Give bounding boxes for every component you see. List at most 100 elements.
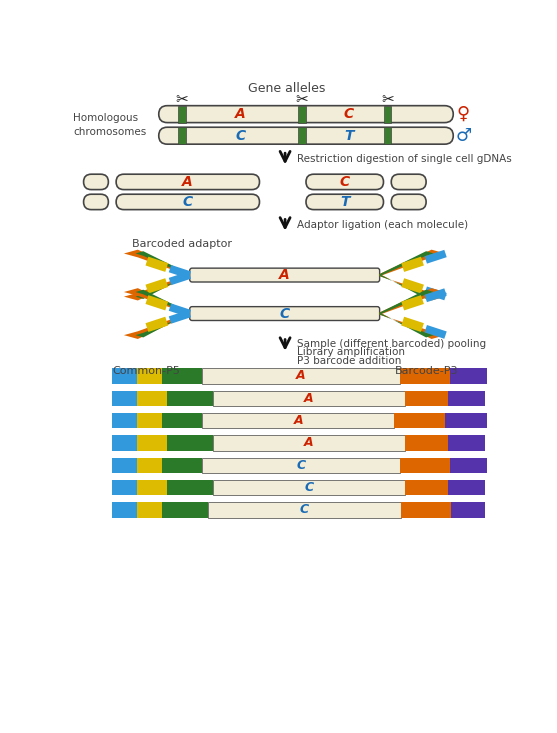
Text: A: A bbox=[294, 414, 303, 427]
FancyBboxPatch shape bbox=[84, 194, 109, 210]
Text: Homologous
chromosomes: Homologous chromosomes bbox=[74, 114, 146, 136]
Polygon shape bbox=[135, 274, 190, 299]
Text: A: A bbox=[279, 268, 290, 282]
Polygon shape bbox=[135, 313, 190, 337]
Bar bbox=[208, 502, 400, 517]
Polygon shape bbox=[145, 317, 168, 332]
Polygon shape bbox=[169, 303, 191, 317]
Text: ✂: ✂ bbox=[175, 92, 188, 107]
FancyBboxPatch shape bbox=[190, 306, 380, 320]
Bar bbox=[113, 413, 137, 428]
Bar bbox=[113, 368, 137, 383]
Bar bbox=[137, 368, 162, 383]
Text: ♀: ♀ bbox=[457, 105, 470, 123]
Bar bbox=[384, 128, 391, 144]
FancyBboxPatch shape bbox=[84, 174, 109, 190]
Text: ♂: ♂ bbox=[455, 127, 471, 144]
Bar bbox=[113, 480, 137, 496]
Polygon shape bbox=[380, 274, 434, 299]
Bar bbox=[202, 457, 400, 473]
Text: T: T bbox=[340, 195, 349, 209]
Polygon shape bbox=[145, 279, 168, 293]
Polygon shape bbox=[401, 295, 424, 310]
FancyBboxPatch shape bbox=[306, 174, 384, 190]
Bar bbox=[113, 391, 137, 406]
Bar bbox=[162, 502, 208, 517]
Polygon shape bbox=[169, 310, 191, 324]
Polygon shape bbox=[380, 313, 434, 337]
Bar bbox=[213, 391, 405, 406]
Text: C: C bbox=[340, 175, 350, 189]
Bar bbox=[178, 128, 186, 144]
Text: Common-P5: Common-P5 bbox=[113, 366, 180, 376]
Bar bbox=[178, 106, 186, 122]
Text: C: C bbox=[182, 195, 193, 209]
Text: Gene alleles: Gene alleles bbox=[248, 82, 325, 95]
Polygon shape bbox=[145, 295, 168, 310]
Polygon shape bbox=[380, 274, 446, 301]
Polygon shape bbox=[124, 250, 190, 276]
FancyBboxPatch shape bbox=[306, 194, 384, 210]
Polygon shape bbox=[401, 317, 424, 332]
Text: P3 barcode addition: P3 barcode addition bbox=[297, 356, 401, 366]
Bar bbox=[444, 413, 487, 428]
Polygon shape bbox=[424, 325, 447, 339]
Text: Barcode-P3: Barcode-P3 bbox=[395, 366, 458, 376]
FancyBboxPatch shape bbox=[391, 194, 426, 210]
Text: C: C bbox=[305, 481, 314, 494]
FancyBboxPatch shape bbox=[159, 106, 453, 122]
Polygon shape bbox=[401, 257, 424, 272]
Polygon shape bbox=[124, 288, 190, 314]
Bar bbox=[137, 480, 167, 496]
Polygon shape bbox=[169, 265, 191, 279]
Bar bbox=[298, 128, 306, 144]
Text: C: C bbox=[300, 504, 309, 517]
Bar bbox=[137, 391, 167, 406]
Bar bbox=[137, 435, 167, 451]
Text: A: A bbox=[304, 391, 314, 405]
Bar bbox=[298, 106, 306, 122]
Text: T: T bbox=[344, 129, 353, 143]
Bar bbox=[405, 391, 448, 406]
FancyBboxPatch shape bbox=[116, 194, 260, 210]
Bar bbox=[450, 368, 487, 383]
Polygon shape bbox=[380, 251, 434, 276]
Polygon shape bbox=[424, 250, 447, 264]
Polygon shape bbox=[380, 312, 446, 339]
Bar bbox=[113, 457, 137, 473]
Text: A: A bbox=[304, 436, 314, 449]
Polygon shape bbox=[135, 251, 190, 276]
Text: C: C bbox=[280, 306, 290, 320]
Text: A: A bbox=[182, 175, 193, 189]
FancyBboxPatch shape bbox=[391, 174, 426, 190]
Polygon shape bbox=[424, 287, 447, 301]
Polygon shape bbox=[145, 257, 168, 272]
Bar bbox=[202, 413, 394, 428]
Polygon shape bbox=[380, 250, 446, 276]
Text: Barcoded adaptor: Barcoded adaptor bbox=[131, 239, 232, 249]
Text: A: A bbox=[234, 107, 246, 121]
Bar bbox=[162, 368, 202, 383]
Bar bbox=[405, 480, 448, 496]
Bar bbox=[448, 435, 485, 451]
Text: Adaptor ligation (each molecule): Adaptor ligation (each molecule) bbox=[297, 220, 468, 230]
Bar bbox=[450, 457, 487, 473]
Bar bbox=[448, 480, 485, 496]
FancyBboxPatch shape bbox=[159, 128, 453, 144]
Polygon shape bbox=[169, 271, 191, 285]
Text: C: C bbox=[296, 459, 306, 472]
Bar bbox=[137, 413, 162, 428]
Bar bbox=[162, 457, 202, 473]
Polygon shape bbox=[380, 290, 434, 314]
Bar bbox=[167, 391, 213, 406]
Bar bbox=[213, 435, 405, 451]
Polygon shape bbox=[401, 279, 424, 293]
FancyBboxPatch shape bbox=[190, 268, 380, 282]
Text: C: C bbox=[235, 129, 245, 143]
Bar bbox=[405, 435, 448, 451]
Bar bbox=[167, 435, 213, 451]
Bar bbox=[137, 502, 162, 517]
Bar bbox=[384, 106, 391, 122]
Bar bbox=[202, 368, 400, 383]
Text: ✂: ✂ bbox=[296, 92, 309, 107]
